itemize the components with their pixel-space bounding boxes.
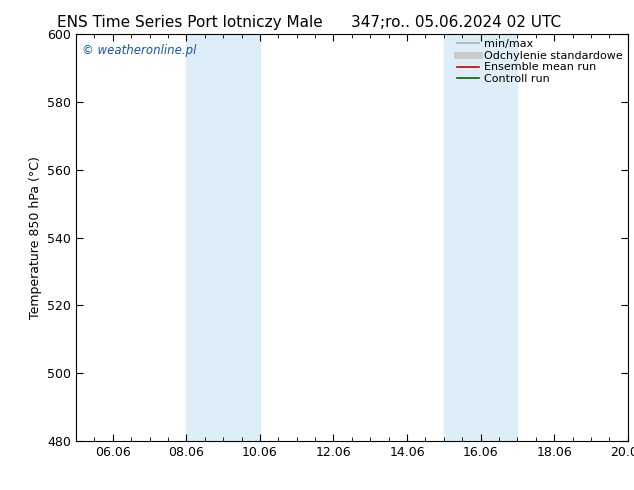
Text: ENS Time Series Port lotniczy Male: ENS Time Series Port lotniczy Male (57, 15, 323, 30)
Text: 347;ro.. 05.06.2024 02 UTC: 347;ro.. 05.06.2024 02 UTC (351, 15, 562, 30)
Legend: min/max, Odchylenie standardowe, Ensemble mean run, Controll run: min/max, Odchylenie standardowe, Ensembl… (453, 35, 627, 89)
Bar (444, 34, 517, 441)
Bar (186, 34, 260, 441)
Text: © weatheronline.pl: © weatheronline.pl (82, 45, 196, 57)
Y-axis label: Temperature 850 hPa (°C): Temperature 850 hPa (°C) (29, 156, 42, 319)
